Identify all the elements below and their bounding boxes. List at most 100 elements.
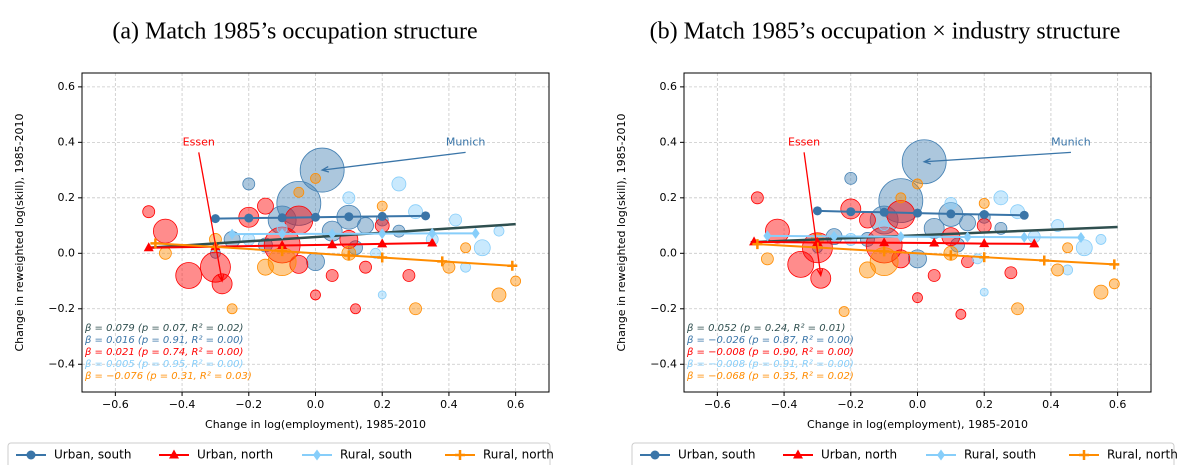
y-tick-label: 0.0 bbox=[660, 246, 678, 259]
fit-marker bbox=[879, 246, 890, 257]
bubble bbox=[959, 214, 976, 232]
fit-marker bbox=[377, 211, 387, 221]
bubble bbox=[142, 205, 156, 219]
bubble bbox=[1108, 278, 1120, 290]
bubble bbox=[750, 191, 764, 205]
bubble bbox=[912, 178, 923, 190]
bubble bbox=[211, 273, 233, 295]
x-axis-label: Change in log(employment), 1985-2010 bbox=[205, 418, 426, 431]
y-tick-label: −0.2 bbox=[650, 302, 677, 315]
y-tick-label: 0.4 bbox=[58, 135, 76, 148]
y-tick-label: −0.2 bbox=[48, 302, 75, 315]
fit-marker bbox=[896, 231, 905, 243]
panel-title: (b) Match 1985’s occupation × industry s… bbox=[650, 19, 1121, 45]
fit-line bbox=[767, 234, 1081, 239]
annotation-arrow bbox=[922, 151, 1071, 165]
x-tick-label: −0.4 bbox=[771, 398, 798, 411]
bubble bbox=[955, 308, 967, 320]
x-tick-label: −0.2 bbox=[235, 398, 262, 411]
fit-marker bbox=[1020, 231, 1029, 243]
bubble bbox=[350, 303, 361, 315]
legend-label: Urban, south bbox=[678, 448, 755, 462]
x-tick-label: 0.6 bbox=[507, 398, 525, 411]
bubble bbox=[844, 172, 858, 185]
legend-marker bbox=[26, 450, 36, 460]
bubble bbox=[978, 197, 990, 209]
panel-title: (a) Match 1985’s occupation structure bbox=[112, 19, 477, 45]
fit-marker bbox=[1076, 231, 1085, 243]
bubble bbox=[976, 218, 992, 233]
y-tick-label: 0.6 bbox=[660, 80, 678, 93]
x-tick-label: −0.6 bbox=[704, 398, 731, 411]
fit-statistic: β = 0.005 (p = 0.95, R² = 0.00) bbox=[84, 359, 243, 370]
y-tick-label: 0.6 bbox=[58, 80, 76, 93]
bubble bbox=[306, 252, 325, 272]
fit-marker bbox=[428, 227, 437, 239]
bubble bbox=[158, 246, 172, 260]
fit-statistic: β = −0.076 (p = 0.31, R² = 0.03) bbox=[84, 371, 252, 382]
fit-marker bbox=[979, 238, 990, 248]
fit-marker bbox=[278, 228, 287, 240]
y-tick-label: 0.0 bbox=[58, 246, 76, 259]
legend-box bbox=[7, 442, 551, 465]
bubble bbox=[895, 192, 907, 204]
legend-marker bbox=[650, 450, 660, 460]
fit-marker bbox=[277, 240, 288, 250]
bubble bbox=[979, 287, 989, 297]
fit-marker bbox=[210, 214, 220, 224]
fit-marker bbox=[228, 228, 237, 240]
fit-marker bbox=[507, 260, 518, 271]
x-tick-label: 0.2 bbox=[373, 398, 391, 411]
bubble bbox=[376, 200, 388, 212]
annotation-arrow bbox=[198, 152, 225, 283]
bubble bbox=[1095, 234, 1107, 245]
fit-marker bbox=[244, 213, 254, 223]
fit-marker bbox=[812, 236, 823, 246]
bubble bbox=[1093, 284, 1109, 300]
bubble bbox=[449, 213, 463, 227]
plot-frame bbox=[81, 72, 550, 393]
legend-label: Urban, north bbox=[821, 448, 897, 462]
fit-marker bbox=[1029, 238, 1040, 248]
fit-statistic: β = 0.052 (p = 0.24, R² = 0.01) bbox=[686, 323, 845, 334]
x-tick-label: −0.4 bbox=[169, 398, 196, 411]
fit-marker bbox=[879, 237, 890, 247]
bubble bbox=[510, 275, 522, 287]
bubble bbox=[1075, 239, 1093, 257]
bubble bbox=[944, 196, 958, 210]
y-tick-label: −0.4 bbox=[650, 357, 677, 370]
bubble bbox=[310, 173, 321, 184]
bubble bbox=[200, 251, 231, 283]
bubble bbox=[342, 191, 356, 205]
bubble bbox=[878, 220, 890, 231]
legend-label: Rural, north bbox=[1107, 448, 1178, 462]
plot-frame bbox=[683, 72, 1152, 393]
fit-marker bbox=[913, 208, 922, 218]
fit-marker bbox=[343, 250, 354, 261]
fit-marker bbox=[344, 212, 354, 222]
fit-marker bbox=[1109, 259, 1120, 270]
fit-marker bbox=[945, 250, 956, 261]
annotation-label: Munich bbox=[446, 135, 486, 148]
fit-marker bbox=[979, 252, 990, 263]
legend-marker bbox=[313, 449, 321, 461]
y-axis-label: Change in reweighted log(skill), 1985-20… bbox=[13, 113, 26, 351]
y-tick-label: 0.4 bbox=[660, 135, 678, 148]
bubble bbox=[1004, 266, 1018, 280]
bubble bbox=[242, 177, 256, 191]
fit-statistic: β = −0.008 (p = 0.91, R² = 0.00) bbox=[686, 359, 854, 370]
fit-marker bbox=[946, 209, 956, 219]
annotation-label: Munich bbox=[1051, 135, 1091, 148]
fit-marker bbox=[830, 230, 839, 242]
legend-marker bbox=[1079, 450, 1089, 460]
y-tick-label: 0.2 bbox=[58, 191, 76, 204]
x-tick-label: 0.6 bbox=[1109, 398, 1127, 411]
bubble bbox=[493, 225, 505, 237]
bubble bbox=[310, 289, 321, 301]
fit-line bbox=[232, 232, 476, 236]
bubble bbox=[993, 190, 1009, 206]
fit-marker bbox=[1039, 255, 1050, 266]
fit-marker bbox=[979, 209, 989, 219]
legend-marker bbox=[937, 449, 945, 461]
